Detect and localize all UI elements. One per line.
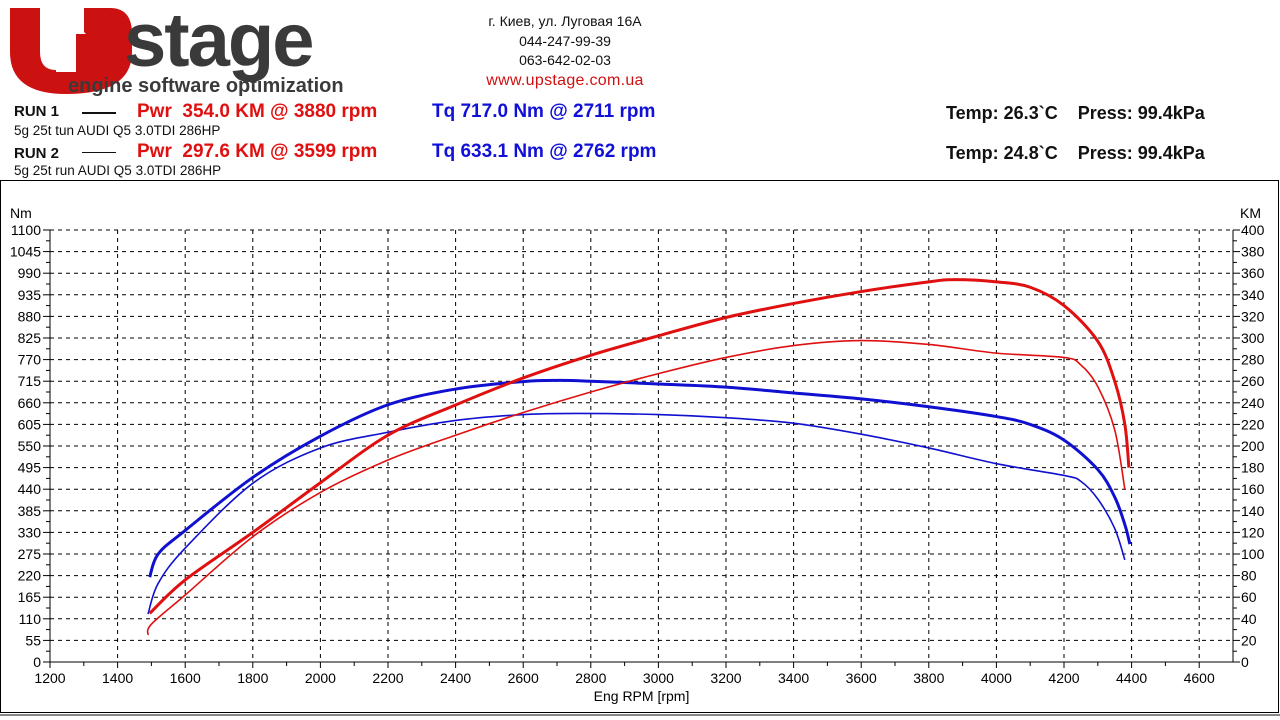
run2-torque: Tq 633.1 Nm @ 2762 rpm [432, 141, 657, 162]
run1-description: 5g 25t tun AUDI Q5 3.0TDI 286HP [14, 123, 221, 138]
x-tick-label: 3400 [778, 670, 809, 686]
y-left-tick-label: 165 [18, 589, 42, 605]
y-right-tick-label: 300 [1241, 330, 1265, 346]
x-tick-label: 1200 [34, 670, 65, 686]
x-tick-label: 4400 [1116, 670, 1147, 686]
y-left-tick-label: 220 [18, 568, 42, 584]
run2-power-curve [146, 339, 1126, 636]
y-left-tick-label: 440 [18, 481, 42, 497]
y-right-tick-label: 0 [1241, 654, 1249, 670]
y-right-tick-label: 200 [1241, 438, 1265, 454]
run1-torque: Tq 717.0 Nm @ 2711 rpm [432, 101, 656, 122]
y-left-tick-label: 495 [18, 460, 42, 476]
run2-description: 5g 25t run AUDI Q5 3.0TDI 286HP [14, 163, 222, 178]
y-right-tick-label: 80 [1241, 568, 1257, 584]
y-left-tick-label: 715 [18, 373, 42, 389]
y-right-tick-label: 240 [1241, 395, 1265, 411]
x-tick-label: 4000 [981, 670, 1012, 686]
upstage-logo: stage engine software optimization [10, 4, 344, 96]
y-left-tick-label: 1100 [11, 222, 41, 238]
svg-text:engine software optimization: engine software optimization [68, 75, 344, 96]
y-left-tick-label: 770 [18, 352, 42, 368]
y-left-tick-label: 935 [18, 287, 42, 303]
phone-1: 044-247-99-39 [519, 32, 611, 49]
run1-torque-curve [148, 378, 1132, 578]
run1-line-swatch [82, 112, 116, 114]
svg-text:stage: stage [124, 4, 313, 83]
y-right-tick-label: 100 [1241, 546, 1265, 562]
y-right-tick-label: 40 [1241, 611, 1257, 627]
x-tick-label: 3200 [710, 670, 741, 686]
y-left-axis-title: Nm [10, 205, 32, 221]
x-tick-label: 4600 [1184, 670, 1215, 686]
x-tick-label: 2800 [575, 670, 606, 686]
y-right-tick-label: 220 [1241, 416, 1265, 432]
address: г. Киев, ул. Луговая 16А [488, 13, 642, 29]
y-left-tick-label: 1045 [10, 244, 41, 260]
y-left-tick-label: 550 [18, 438, 42, 454]
y-right-tick-label: 60 [1241, 589, 1257, 605]
x-tick-label: 1600 [170, 670, 201, 686]
y-left-tick-label: 660 [18, 395, 42, 411]
x-tick-label: 2600 [508, 670, 539, 686]
run2-power: Pwr 297.6 KM @ 3599 rpm [137, 141, 378, 162]
y-left-tick-label: 385 [18, 503, 42, 519]
y-right-tick-label: 320 [1241, 308, 1265, 324]
dyno-chart: 1200 1400 1600 1800 2000 2200 2400 2600 2800 3000… [0, 180, 1280, 716]
contact-block: г. Киев, ул. Луговая 16А 044-247-99-39 0… [440, 12, 690, 90]
y-left-tick-label: 880 [18, 308, 42, 324]
y-left-tick-label: 110 [19, 611, 42, 627]
chart-frame [0, 180, 1279, 713]
y-left-tick-label: 55 [25, 632, 41, 648]
run1-power: Pwr 354.0 KM @ 3880 rpm [137, 101, 378, 122]
run2-label: RUN 2 [14, 145, 60, 162]
y-right-tick-label: 280 [1241, 352, 1265, 368]
y-left-tick-label: 990 [18, 265, 42, 281]
y-right-tick-label: 180 [1241, 460, 1265, 476]
y-left-tick-label: 605 [18, 416, 42, 432]
x-tick-label: 1800 [237, 670, 268, 686]
x-tick-label: 2000 [305, 670, 336, 686]
y-right-tick-label: 380 [1241, 244, 1265, 260]
x-tick-label: 3000 [643, 670, 674, 686]
y-right-axis-title: KM [1240, 205, 1261, 221]
y-right-tick-label: 140 [1241, 503, 1265, 519]
run1-conditions: Temp: 26.3`C Press: 99.4kPa [946, 103, 1205, 123]
y-right-tick-label: 360 [1241, 265, 1265, 281]
website-link[interactable]: www.upstage.com.ua [486, 71, 644, 89]
y-left-tick-label: 0 [33, 654, 41, 670]
x-tick-label: 4200 [1048, 670, 1079, 686]
x-axis-title: Eng RPM [rpm] [594, 688, 690, 704]
x-tick-label: 3600 [846, 670, 877, 686]
y-left-tick-label: 825 [18, 330, 42, 346]
y-right-tick-label: 260 [1241, 373, 1265, 389]
run2-line-swatch [82, 152, 116, 153]
x-tick-label: 1400 [102, 670, 133, 686]
y-right-tick-label: 400 [1241, 222, 1265, 238]
phone-2: 063-642-02-03 [519, 52, 611, 68]
y-right-tick-label: 120 [1241, 524, 1265, 540]
y-left-tick-label: 275 [18, 546, 42, 562]
y-right-tick-label: 340 [1241, 287, 1265, 303]
run1-label: RUN 1 [14, 103, 60, 120]
run1-power-curve [148, 278, 1131, 615]
run2-torque-curve [147, 412, 1126, 615]
x-tick-label: 2200 [372, 670, 403, 686]
x-tick-label: 2400 [440, 670, 471, 686]
run2-conditions: Temp: 24.8`C Press: 99.4kPa [946, 143, 1205, 163]
x-tick-label: 3800 [913, 670, 944, 686]
y-left-tick-label: 330 [18, 524, 42, 540]
y-right-tick-label: 160 [1241, 481, 1265, 497]
y-right-tick-label: 20 [1241, 632, 1257, 648]
